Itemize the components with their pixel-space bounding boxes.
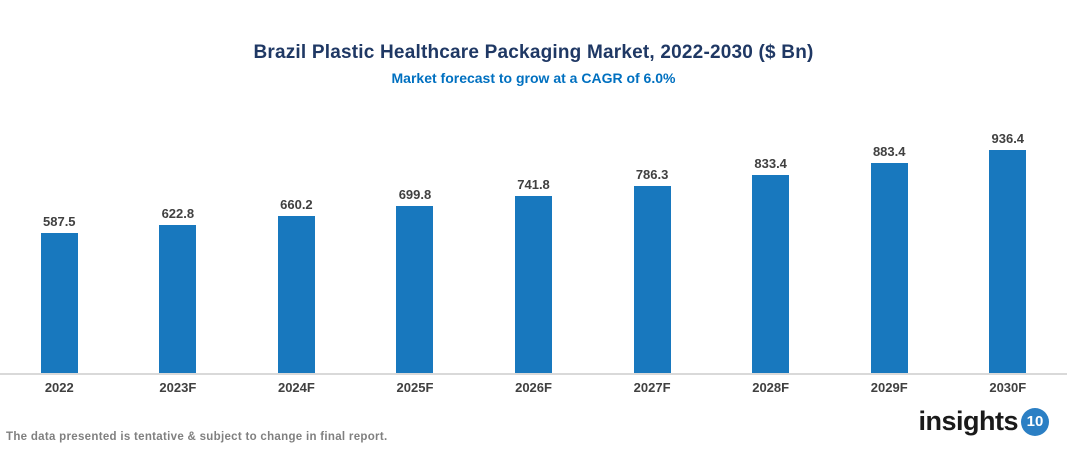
x-axis-label-2027F: 2027F: [633, 380, 671, 395]
bar-value-label: 786.3: [635, 167, 669, 182]
bar-value-label: 660.2: [280, 197, 313, 212]
footer-disclaimer: The data presented is tentative & subjec…: [6, 431, 388, 443]
x-axis-line: [0, 373, 1067, 375]
bar-group-2027F: 786.3: [593, 130, 712, 373]
bar-value-label: 587.5: [43, 214, 76, 229]
x-axis-label-2029F: 2029F: [870, 380, 908, 395]
bar-group-2023F: 622.8: [119, 130, 238, 373]
x-axis-label-2024F: 2024F: [277, 380, 315, 395]
x-axis-label-2028F: 2028F: [752, 380, 790, 395]
x-axis-label-2023F: 2023F: [159, 380, 197, 395]
bar-chart-plot-area: 587.5 622.8 660.2 699.8 741.8 786.3 833.4 883.4…: [0, 130, 1067, 373]
bar-2027F: [633, 186, 671, 373]
bar-2022: [40, 233, 78, 373]
bar-2023F: [159, 225, 197, 373]
bar-group-2022: 587.5: [0, 130, 119, 373]
bar-value-label: 833.4: [754, 156, 787, 171]
bar-value-label: 622.8: [161, 206, 195, 221]
x-axis-label-2025F: 2025F: [396, 380, 434, 395]
insights10-logo: insights 10: [918, 406, 1049, 437]
bar-value-label: 741.8: [517, 177, 550, 192]
logo-badge-10: 10: [1021, 407, 1049, 436]
bar-group-2029F: 883.4: [830, 130, 949, 373]
bar-2026F: [515, 196, 553, 373]
bar-value-label: 699.8: [398, 187, 432, 202]
bar-group-2026F: 741.8: [474, 130, 593, 373]
x-axis-label-2030F: 2030F: [989, 380, 1027, 395]
bar-group-2028F: 833.4: [711, 130, 830, 373]
x-axis-label-2022: 2022: [44, 380, 74, 395]
bar-group-2025F: 699.8: [356, 130, 475, 373]
bar-2024F: [277, 216, 315, 373]
x-axis-label-2026F: 2026F: [515, 380, 552, 395]
bar-2025F: [396, 206, 434, 373]
logo-text: insights: [918, 406, 1018, 436]
bar-value-label: 936.4: [991, 131, 1025, 146]
bar-group-2024F: 660.2: [237, 130, 356, 373]
bar-value-label: 883.4: [872, 144, 906, 159]
bar-group-2030F: 936.4: [949, 130, 1067, 373]
x-axis-labels: 2022 2023F 2024F 2025F 2026F 2027F 2028F 2029F 2…: [0, 380, 1067, 395]
chart-title: Brazil Plastic Healthcare Packaging Mark…: [253, 42, 814, 63]
chart-subtitle: Market forecast to grow at a CAGR of 6.0…: [391, 70, 676, 86]
bar-2030F: [989, 150, 1027, 373]
bar-2029F: [870, 163, 908, 373]
bar-2028F: [752, 175, 790, 373]
